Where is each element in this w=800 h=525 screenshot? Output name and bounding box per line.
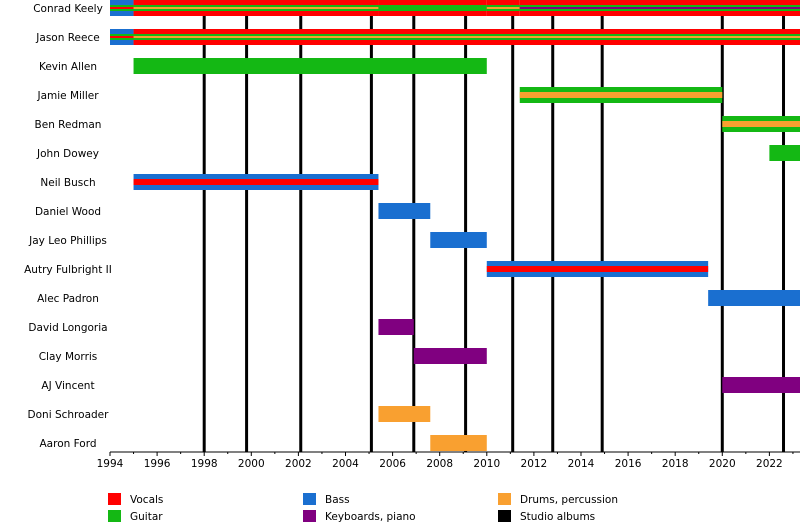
- member-label: Aaron Ford: [39, 438, 96, 450]
- member-label: Neil Busch: [40, 177, 95, 189]
- member-bar: [413, 348, 487, 364]
- member-label: David Longoria: [28, 322, 107, 334]
- member-label: Daniel Wood: [35, 206, 101, 218]
- x-tick-label: 1998: [191, 458, 218, 470]
- member-label: Jay Leo Phillips: [28, 235, 107, 247]
- member-label: AJ Vincent: [41, 380, 94, 392]
- member-bar: [708, 290, 800, 306]
- x-tick-label: 2002: [285, 458, 312, 470]
- member-label: Conrad Keely: [33, 3, 103, 15]
- legend-swatch: [498, 510, 511, 522]
- member-bar: [430, 435, 487, 451]
- legend-label: Vocals: [130, 494, 163, 506]
- x-tick-label: 2006: [379, 458, 406, 470]
- x-tick-label: 1996: [144, 458, 171, 470]
- member-bar: [110, 7, 134, 9]
- member-bar: [486, 7, 520, 9]
- member-label: Alec Padron: [37, 293, 99, 305]
- x-tick-label: 2020: [709, 458, 736, 470]
- legend-label: Guitar: [130, 511, 163, 523]
- legend-swatch: [498, 493, 511, 505]
- member-bar: [722, 121, 800, 127]
- member-bar: [110, 36, 134, 38]
- member-bar: [378, 319, 414, 335]
- legend-swatch: [108, 493, 121, 505]
- x-tick-label: 2010: [473, 458, 500, 470]
- member-bar: [722, 377, 800, 393]
- member-bar: [519, 7, 800, 9]
- member-label: Jason Reece: [35, 32, 99, 44]
- member-bar: [378, 406, 431, 422]
- member-bar: [769, 145, 800, 161]
- member-bar: [378, 5, 487, 11]
- legend-swatch: [303, 493, 316, 505]
- x-tick-label: 2018: [662, 458, 689, 470]
- member-bar: [430, 232, 487, 248]
- legend-label: Studio albums: [520, 511, 595, 523]
- x-tick-label: 2022: [756, 458, 783, 470]
- x-tick-label: 2000: [238, 458, 265, 470]
- member-label: Clay Morris: [39, 351, 98, 363]
- legend-swatch: [303, 510, 316, 522]
- member-bar: [133, 179, 379, 185]
- member-bar: [378, 203, 431, 219]
- x-tick-label: 2008: [426, 458, 453, 470]
- member-label: John Dowey: [36, 148, 99, 160]
- member-bar: [133, 7, 379, 9]
- x-tick-label: 2012: [521, 458, 548, 470]
- member-label: Doni Schroader: [28, 409, 110, 421]
- legend-label: Drums, percussion: [520, 494, 618, 506]
- member-bar: [486, 266, 709, 272]
- member-label: Kevin Allen: [39, 61, 97, 73]
- x-tick-label: 2016: [615, 458, 642, 470]
- member-bar: [519, 92, 723, 98]
- legend-swatch: [108, 510, 121, 522]
- member-bar: [133, 36, 800, 38]
- x-tick-label: 2014: [568, 458, 595, 470]
- legend-label: Keyboards, piano: [325, 511, 416, 523]
- legend-label: Bass: [325, 494, 350, 506]
- member-label: Jamie Miller: [36, 90, 99, 102]
- member-bar: [133, 58, 487, 74]
- member-label: Autry Fulbright II: [24, 264, 112, 276]
- x-tick-label: 1994: [97, 458, 124, 470]
- x-tick-label: 2004: [332, 458, 359, 470]
- member-label: Ben Redman: [35, 119, 102, 131]
